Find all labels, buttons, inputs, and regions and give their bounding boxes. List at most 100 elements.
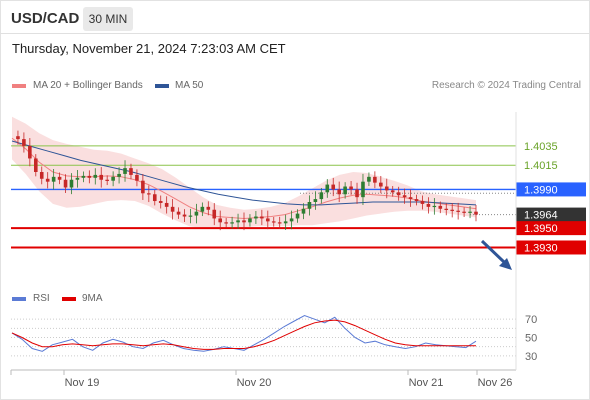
- candle-body: [105, 179, 109, 181]
- candle-body: [289, 218, 294, 222]
- candle-body: [111, 176, 115, 181]
- candle-body: [408, 197, 413, 200]
- candle-body: [271, 221, 276, 223]
- candle-body: [75, 177, 80, 180]
- candle-body: [432, 205, 437, 208]
- candle-body: [39, 172, 44, 179]
- candle-body: [176, 211, 181, 215]
- bollinger-band: [12, 116, 476, 229]
- candle-body: [420, 201, 425, 204]
- rsi-tick-label: 50: [525, 333, 537, 345]
- candle-body: [28, 145, 32, 159]
- candle-body: [87, 175, 92, 178]
- candle-body: [206, 206, 211, 210]
- candle-body: [123, 168, 127, 174]
- candle-body: [51, 176, 56, 182]
- candle-body: [367, 176, 371, 182]
- rsi-legend-label: RSI: [33, 293, 50, 304]
- candle-body: [45, 178, 50, 182]
- candle-body: [468, 211, 472, 213]
- x-tick-label: Nov 26: [478, 377, 513, 389]
- candle-body: [337, 189, 341, 195]
- candle-body: [33, 158, 38, 172]
- candle-body: [438, 205, 443, 209]
- candle-body: [254, 216, 258, 219]
- candle-body: [81, 175, 86, 178]
- candle-body: [135, 174, 139, 181]
- support-price-tag-bg: [516, 240, 586, 255]
- candle-body: [313, 199, 318, 202]
- candle-body: [462, 211, 466, 213]
- candle-body: [147, 193, 151, 195]
- candle-body: [69, 179, 74, 188]
- candle-body: [57, 176, 62, 180]
- candle-body: [16, 136, 20, 140]
- last-price-tag-bg: [516, 207, 586, 222]
- candle-body: [349, 186, 353, 190]
- candle-body: [99, 174, 104, 180]
- candle-body: [236, 220, 240, 223]
- ma9-legend-label: 9MA: [82, 293, 103, 304]
- candle-body: [22, 139, 26, 146]
- candle-body: [384, 186, 389, 191]
- candle-body: [295, 213, 300, 219]
- candle-body: [170, 206, 175, 212]
- candle-body: [361, 181, 365, 198]
- candle-body: [158, 201, 163, 203]
- candle-body: [444, 208, 449, 210]
- candle-body: [319, 192, 324, 200]
- header-divider: [0, 33, 590, 34]
- target-price-label: 1.4035: [524, 141, 558, 153]
- candle-body: [331, 184, 336, 190]
- candle-body: [379, 182, 383, 187]
- candle-body: [182, 214, 187, 217]
- chart-datetime: Thursday, November 21, 2024 7:23:03 AM C…: [12, 41, 286, 56]
- resistance-price-tag: 1.3990: [524, 184, 558, 196]
- candle-body: [402, 195, 407, 198]
- rsi-ma9-line: [11, 319, 476, 350]
- candle-body: [260, 216, 264, 219]
- ma9-legend-swatch: [62, 297, 76, 301]
- candle-body: [218, 218, 223, 223]
- candle-body: [230, 222, 234, 224]
- target-price-label: 1.4015: [524, 160, 558, 172]
- candle-body: [63, 179, 68, 188]
- ma50-legend-label: MA 50: [175, 80, 204, 91]
- candle-body: [141, 180, 145, 194]
- forecast-arrow-line: [480, 239, 506, 264]
- candle-body: [194, 211, 199, 216]
- candle-body: [248, 218, 252, 223]
- rsi-legend-swatch: [12, 297, 26, 301]
- rsi-line: [11, 314, 477, 352]
- candle-body: [414, 199, 419, 202]
- candle-body: [426, 203, 431, 207]
- x-tick-label: Nov 19: [65, 377, 100, 389]
- candle-body: [277, 222, 282, 224]
- timeframe-button[interactable]: 30 MIN: [83, 7, 133, 31]
- last-price-tag: 1.3964: [524, 210, 558, 222]
- candle-body: [355, 189, 359, 198]
- candle-body: [283, 221, 288, 224]
- x-tick-label: Nov 21: [409, 377, 444, 389]
- candle-body: [93, 174, 98, 178]
- candle-body: [242, 220, 246, 223]
- candle-body: [307, 202, 312, 209]
- candle-body: [456, 210, 460, 212]
- support-price-tag: 1.3950: [524, 223, 558, 235]
- candle-body: [164, 202, 169, 207]
- rsi-tick-label: 30: [525, 351, 537, 363]
- symbol-title: USD/CAD: [11, 10, 80, 27]
- ma50-legend-swatch: [155, 84, 169, 88]
- candle-body: [390, 190, 395, 193]
- candle-body: [301, 208, 306, 214]
- x-tick-label: Nov 20: [237, 377, 272, 389]
- support-price-tag: 1.3930: [524, 242, 558, 254]
- candle-body: [117, 173, 121, 177]
- candle-body: [373, 176, 377, 183]
- forecast-arrowhead: [499, 258, 512, 270]
- research-credit: Research © 2024 Trading Central: [431, 80, 581, 91]
- candle-body: [343, 186, 347, 195]
- support-price-tag-bg: [516, 221, 586, 236]
- resistance-price-tag-bg: [516, 182, 586, 197]
